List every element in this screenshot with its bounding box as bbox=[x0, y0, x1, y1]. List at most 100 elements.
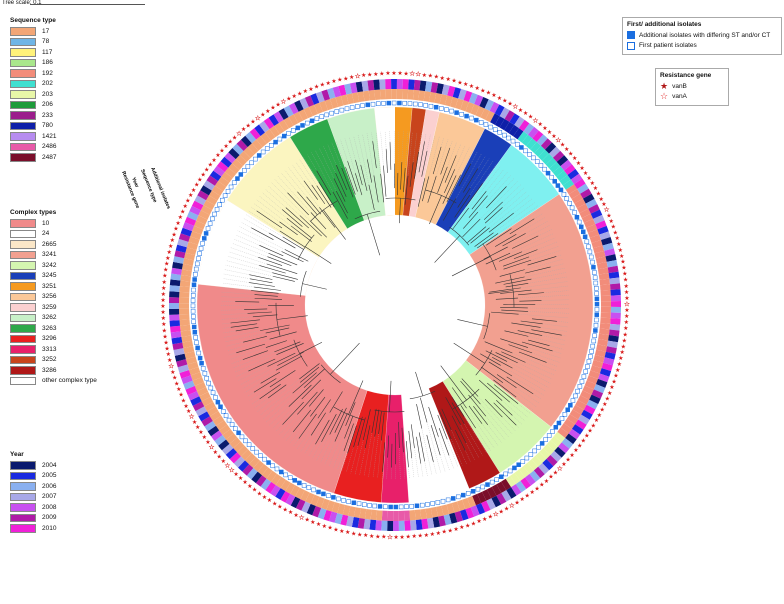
first-isolate-marker bbox=[506, 135, 511, 141]
legend-item: Additional isolates with differing ST an… bbox=[627, 30, 777, 41]
vanB-star-icon: ★ bbox=[361, 72, 366, 79]
vanB-star-icon: ★ bbox=[286, 96, 291, 103]
legend-swatch bbox=[10, 355, 36, 364]
tip-leader bbox=[543, 290, 569, 293]
tree-branch bbox=[455, 429, 466, 451]
tree-branch bbox=[525, 266, 551, 274]
sequence-type-cell bbox=[490, 113, 500, 125]
vanA-star-icon: ★ bbox=[225, 462, 230, 469]
sequence-type-cell bbox=[589, 234, 602, 244]
vanB-star-icon: ★ bbox=[405, 534, 410, 541]
year-cell bbox=[218, 439, 230, 451]
first-isolate-marker bbox=[214, 207, 220, 212]
vanB-star-icon: ★ bbox=[381, 534, 386, 541]
vanB-star-icon: ★ bbox=[185, 198, 190, 205]
tree-branch bbox=[422, 176, 430, 202]
vanB-star-icon: ★ bbox=[162, 327, 167, 334]
first-isolate-marker bbox=[444, 107, 449, 112]
sequence-type-cell bbox=[188, 366, 201, 376]
sequence-type-cell bbox=[584, 380, 596, 390]
year-cell bbox=[567, 168, 579, 180]
tip-leader bbox=[248, 210, 280, 232]
year-cell bbox=[481, 500, 491, 513]
tree-branch bbox=[334, 407, 347, 433]
vanB-star-icon: ★ bbox=[581, 438, 586, 445]
vanB-star-icon: ★ bbox=[197, 176, 202, 183]
vanA-star-icon: ★ bbox=[604, 207, 609, 214]
year-cell bbox=[169, 320, 180, 327]
additional-isolate-marker bbox=[295, 125, 301, 131]
tree-branch bbox=[460, 405, 476, 429]
tip-leader bbox=[234, 354, 277, 373]
vanB-star-icon: ★ bbox=[599, 406, 604, 413]
additional-isolate-marker bbox=[558, 187, 564, 193]
sequence-type-cell bbox=[376, 510, 383, 521]
tip-leader bbox=[447, 439, 459, 468]
first-isolate-marker bbox=[425, 502, 430, 507]
sequence-type-cell bbox=[181, 335, 193, 343]
first-isolate-marker bbox=[398, 504, 404, 510]
first-isolate-marker bbox=[527, 152, 532, 157]
year-cell bbox=[200, 185, 212, 196]
sequence-type-cell bbox=[204, 401, 216, 412]
sequence-type-cell bbox=[190, 372, 203, 381]
vanB-star-icon: ★ bbox=[504, 505, 509, 512]
tip-leader bbox=[456, 143, 462, 156]
year-cell bbox=[542, 459, 554, 471]
tree-branch bbox=[427, 176, 437, 203]
vanB-star-icon: ★ bbox=[288, 509, 293, 516]
year-cell bbox=[608, 329, 620, 337]
first-isolate-marker bbox=[190, 298, 196, 303]
vanB-star-icon: ★ bbox=[272, 500, 277, 507]
year-cell bbox=[355, 81, 364, 93]
year-cell bbox=[224, 152, 236, 164]
vanB-star-icon: ★ bbox=[471, 520, 476, 527]
sequence-type-cell bbox=[600, 284, 611, 291]
vanB-star-icon: ★ bbox=[320, 82, 325, 89]
year-cell bbox=[432, 516, 441, 528]
additional-isolate-marker bbox=[197, 355, 203, 361]
tree-branch bbox=[230, 323, 258, 328]
first-isolate-marker bbox=[492, 127, 498, 132]
tree-branch bbox=[451, 415, 467, 444]
tip-leader bbox=[516, 397, 534, 411]
tip-leader bbox=[230, 247, 259, 258]
tip-leader bbox=[377, 440, 382, 479]
tree-branch bbox=[487, 382, 510, 403]
year-cell bbox=[419, 80, 427, 92]
year-cell bbox=[346, 515, 354, 527]
tree-branch bbox=[230, 319, 260, 324]
legend-item: 2009 bbox=[10, 513, 56, 524]
sequence-type-cell bbox=[247, 143, 259, 155]
tree-branch bbox=[373, 175, 379, 203]
additional-isolate-marker bbox=[545, 170, 551, 176]
tip-leader bbox=[346, 447, 354, 473]
first-isolate-marker bbox=[198, 246, 204, 251]
tree-branch bbox=[282, 209, 303, 227]
tip-leader bbox=[304, 412, 330, 454]
legend-label: 3259 bbox=[42, 303, 57, 311]
year-cell bbox=[554, 446, 566, 458]
first-isolate-marker bbox=[510, 138, 516, 144]
sequence-type-cell bbox=[181, 269, 192, 277]
sequence-type-cell bbox=[283, 117, 294, 129]
tree-branch bbox=[511, 322, 541, 328]
first-isolate-marker bbox=[225, 189, 231, 194]
year-cell bbox=[214, 434, 226, 446]
year-cell bbox=[607, 340, 618, 349]
vanB-star-icon: ★ bbox=[442, 529, 447, 536]
sequence-type-cell bbox=[572, 404, 584, 415]
vanB-star-icon: ★ bbox=[186, 408, 191, 415]
legend-item: 206 bbox=[10, 100, 56, 111]
tree-branch bbox=[288, 384, 312, 407]
first-isolate-marker bbox=[515, 141, 520, 147]
tip-leader bbox=[424, 461, 428, 476]
sequence-type-cell bbox=[420, 508, 427, 520]
tree-branch bbox=[249, 282, 275, 287]
sequence-type-cell bbox=[541, 153, 553, 165]
vanB-star-icon: ★ bbox=[303, 88, 308, 95]
tree-branch bbox=[244, 308, 268, 310]
sequence-type-cell bbox=[353, 507, 362, 519]
first-isolate-marker bbox=[584, 239, 590, 244]
sequence-type-cell bbox=[218, 176, 230, 187]
